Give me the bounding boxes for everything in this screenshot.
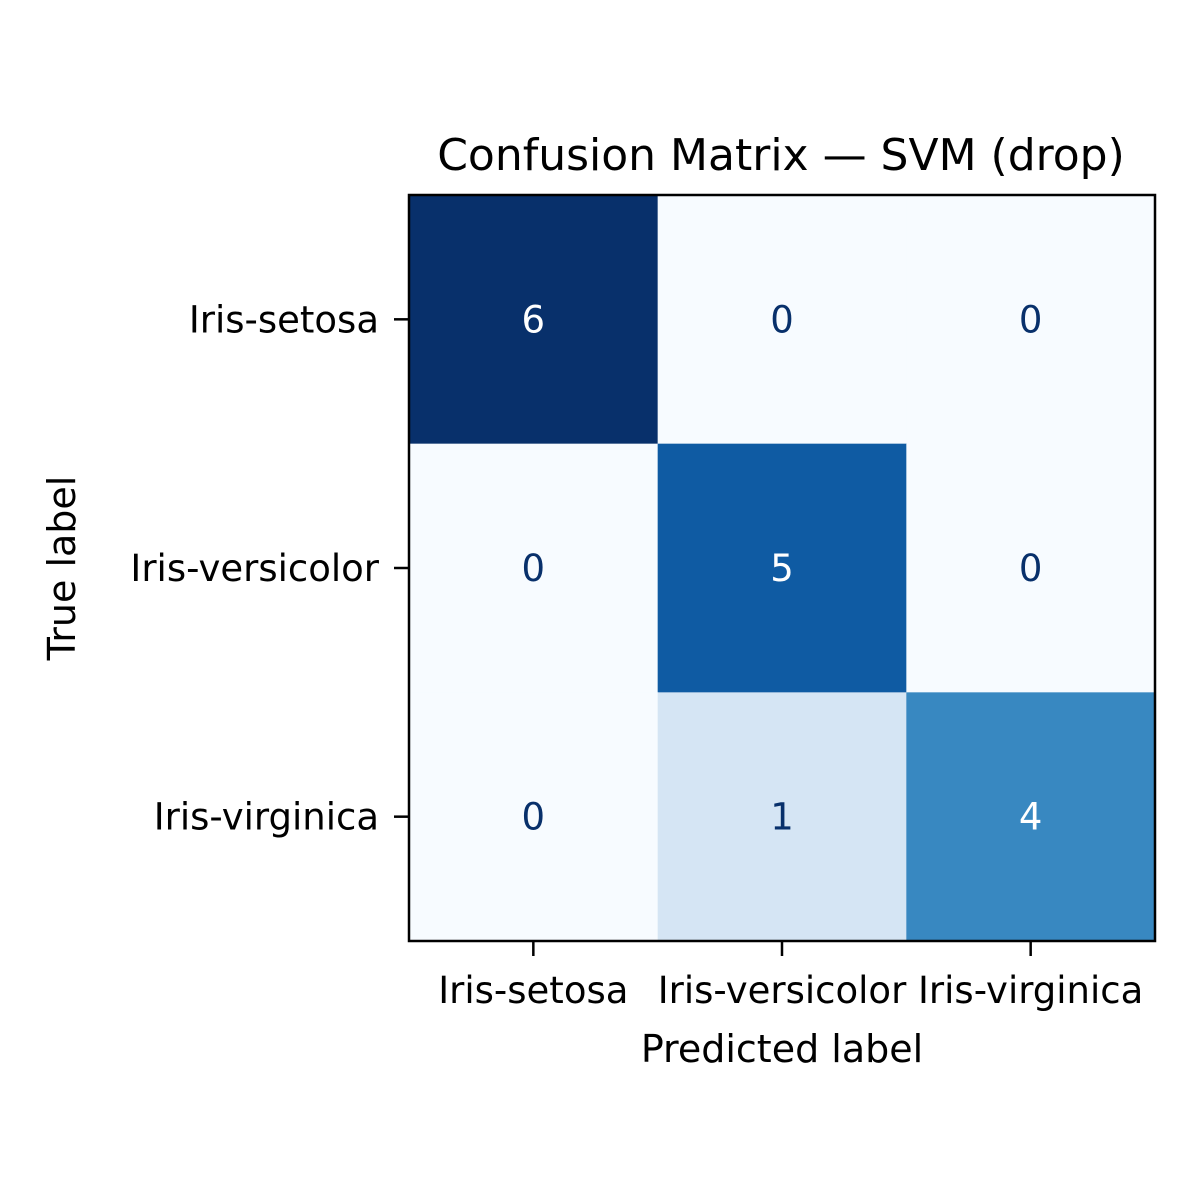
cell-value-label: 0	[1019, 547, 1043, 590]
cell-value-label: 4	[1019, 796, 1043, 839]
cell-value-label: 0	[522, 547, 546, 590]
heatmap-cell	[409, 443, 659, 693]
heatmap-cell	[906, 195, 1156, 445]
x-tick-label: Iris-setosa	[438, 969, 628, 1012]
x-tick-label: Iris-virginica	[918, 969, 1143, 1012]
heatmap-cell	[409, 692, 659, 942]
cell-value-label: 5	[770, 547, 794, 590]
cell-value-labels: 6 0 0 0 5 0 0 1 4	[522, 298, 1043, 838]
heatmap-cell	[906, 443, 1156, 693]
heatmap-cell	[657, 692, 907, 942]
heatmap-cell	[906, 692, 1156, 942]
x-axis-label: Predicted label	[641, 1027, 923, 1071]
cell-value-label: 0	[770, 298, 794, 341]
chart-title: Confusion Matrix — SVM (drop)	[437, 130, 1125, 181]
y-tick-label: Iris-virginica	[154, 796, 379, 839]
heatmap-cells	[409, 195, 1156, 942]
cell-value-label: 0	[522, 796, 546, 839]
y-tick-label: Iris-versicolor	[130, 547, 379, 590]
heatmap-cell	[409, 195, 659, 445]
heatmap-cell	[657, 195, 907, 445]
y-axis-label: True label	[40, 476, 84, 662]
x-axis-ticks: Iris-setosa Iris-versicolor Iris-virginica	[438, 941, 1143, 1012]
cell-value-label: 0	[1019, 298, 1043, 341]
cell-value-label: 1	[770, 796, 794, 839]
cell-value-label: 6	[522, 298, 546, 341]
x-tick-label: Iris-versicolor	[658, 969, 907, 1012]
y-tick-label: Iris-setosa	[189, 298, 379, 341]
heatmap-cell	[657, 443, 907, 693]
y-axis-ticks: Iris-setosa Iris-versicolor Iris-virginica	[130, 298, 409, 839]
